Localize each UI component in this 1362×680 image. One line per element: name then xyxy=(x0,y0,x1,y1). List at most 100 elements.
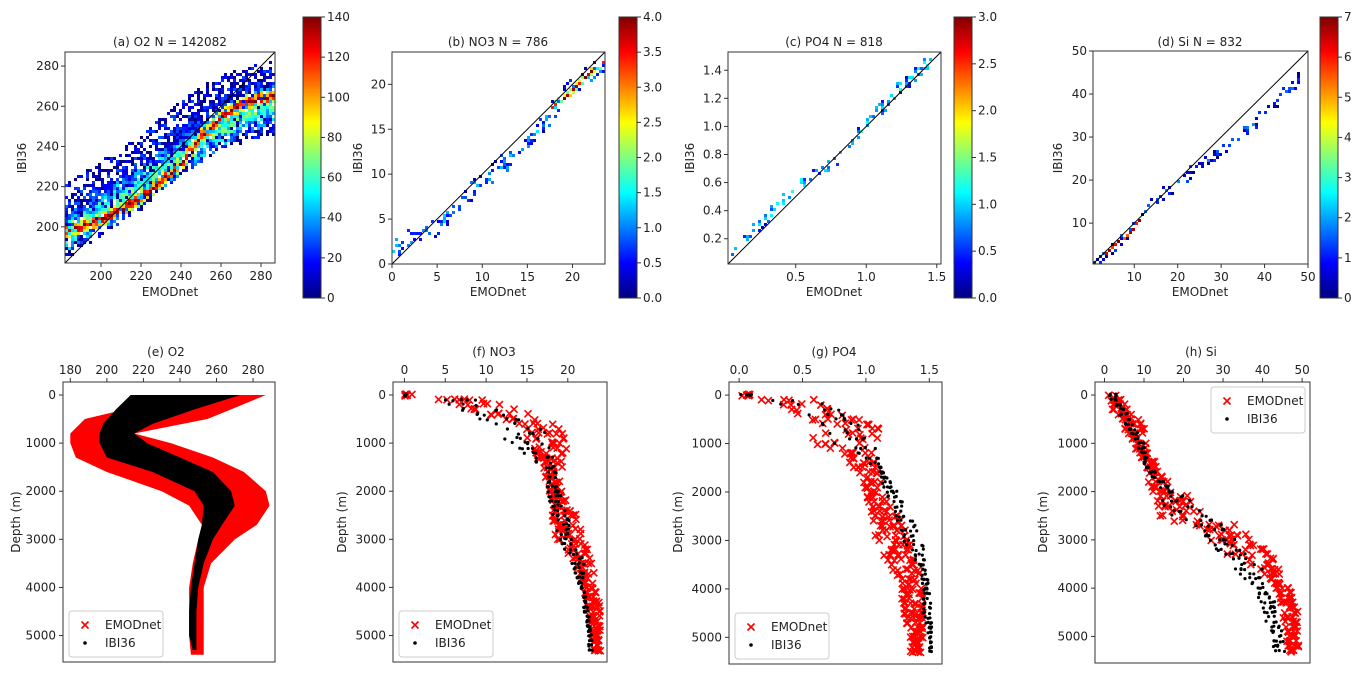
heatmap-cell xyxy=(182,130,185,133)
heatmap-cell xyxy=(1177,180,1180,183)
ibi36-marker xyxy=(550,455,555,459)
ibi36-marker xyxy=(883,480,887,484)
ibi36-marker xyxy=(1141,441,1145,445)
heatmap-cell xyxy=(71,253,74,256)
heatmap-cell xyxy=(269,103,272,106)
heatmap-cell xyxy=(269,121,272,124)
heatmap-cell xyxy=(152,157,155,160)
ibi36-marker xyxy=(478,417,482,421)
x-tick-label: 30 xyxy=(1213,270,1228,284)
ibi36-marker xyxy=(1238,572,1243,576)
heatmap-cell xyxy=(149,193,152,196)
emodnet-marker xyxy=(878,496,887,506)
colorbar xyxy=(618,16,638,299)
legend-frame xyxy=(398,610,494,658)
heatmap-cell xyxy=(221,145,224,148)
emodnet-marker xyxy=(1162,491,1171,500)
heatmap-cell xyxy=(98,178,101,181)
ibi36-marker xyxy=(574,571,578,575)
heatmap-cell xyxy=(572,91,575,94)
heatmap-cell xyxy=(101,199,104,202)
axes-frame xyxy=(392,381,608,663)
heatmap-cell xyxy=(803,178,806,181)
heatmap-cell xyxy=(395,238,398,241)
heatmap-cell xyxy=(128,199,131,202)
heatmap-cell xyxy=(782,199,785,202)
heatmap-cell xyxy=(209,121,212,124)
heatmap-cell xyxy=(74,199,77,202)
heatmap-cell xyxy=(131,160,134,163)
heatmap-cell xyxy=(86,223,89,226)
heatmap-cell xyxy=(92,223,95,226)
heatmap-cell xyxy=(239,115,242,118)
ibi36-marker xyxy=(1179,509,1183,513)
emodnet-marker xyxy=(908,648,917,657)
heatmap-cell xyxy=(233,94,236,97)
heatmap-cell xyxy=(152,139,155,142)
heatmap-cell xyxy=(155,181,158,184)
heatmap-cell xyxy=(89,214,92,217)
heatmap-cell xyxy=(161,124,164,127)
heatmap-cell xyxy=(89,223,92,226)
heatmap-cell xyxy=(77,238,80,241)
ibi36-marker xyxy=(510,440,514,445)
ibi36-marker xyxy=(1205,532,1209,537)
heatmap-cell xyxy=(578,88,581,91)
ibi36-marker xyxy=(912,539,916,543)
heatmap-cell xyxy=(260,79,263,82)
heatmap-cell xyxy=(251,97,254,100)
heatmap-cell xyxy=(206,91,209,94)
heatmap-cell xyxy=(239,94,242,97)
heatmap-cell xyxy=(74,187,77,190)
heatmap-cell xyxy=(92,196,95,199)
heatmap-cell xyxy=(236,100,239,103)
heatmap-cell xyxy=(68,214,71,217)
colorbar xyxy=(302,16,322,299)
heatmap-cell xyxy=(260,118,263,121)
colorbar-tick-label: 80 xyxy=(327,130,342,144)
heatmap-cell xyxy=(128,154,131,157)
heatmap-cell xyxy=(92,220,95,223)
heatmap-cell xyxy=(143,193,146,196)
heatmap-cell xyxy=(179,160,182,163)
heatmap-cell xyxy=(1189,171,1192,174)
ibi36-points xyxy=(1108,392,1287,654)
heatmap-cell xyxy=(89,235,92,238)
heatmap-cell xyxy=(125,154,128,157)
ibi36-marker xyxy=(1260,582,1265,586)
heatmap-cell xyxy=(143,178,146,181)
heatmap-cell xyxy=(149,166,152,169)
ibi36-marker xyxy=(910,519,915,523)
heatmap-cell xyxy=(89,229,92,232)
ibi36-marker xyxy=(1113,397,1117,401)
heatmap-cell xyxy=(116,205,119,208)
heatmap-cell xyxy=(158,136,161,139)
heatmap-cell xyxy=(245,70,248,73)
panel-a-title: (a) O2 N = 142082 xyxy=(113,35,227,49)
heatmap-cell xyxy=(98,199,101,202)
heatmap-cell xyxy=(125,175,128,178)
heatmap-cell xyxy=(188,109,191,112)
ibi36-marker xyxy=(892,499,896,504)
heatmap-cell xyxy=(227,76,230,79)
ibi36-marker xyxy=(1281,639,1285,644)
heatmap-cell xyxy=(245,124,248,127)
heatmap-cell xyxy=(137,184,140,187)
heatmap-cell xyxy=(230,133,233,136)
heatmap-cell xyxy=(83,238,86,241)
heatmap-cell xyxy=(206,136,209,139)
heatmap-cell xyxy=(254,73,257,76)
heatmap-cell xyxy=(98,190,101,193)
heatmap-cell xyxy=(122,208,125,211)
emodnet-marker xyxy=(867,448,876,457)
heatmap-cell xyxy=(1204,156,1207,159)
heatmap-cell xyxy=(227,112,230,115)
ibi36-marker xyxy=(1230,543,1234,548)
ibi36-marker xyxy=(903,528,908,532)
heatmap-cell xyxy=(230,76,233,79)
panel-c-po4-heatmap: 0.5 1.0 1.50.20.40.60.81.01.21.40.00.51.01… xyxy=(703,10,997,305)
heatmap-cell xyxy=(110,181,113,184)
x-tick-label: 10 xyxy=(1127,270,1142,284)
ibi36-marker xyxy=(528,431,532,435)
panel-h-ylabel: Depth (m) xyxy=(1036,491,1050,552)
